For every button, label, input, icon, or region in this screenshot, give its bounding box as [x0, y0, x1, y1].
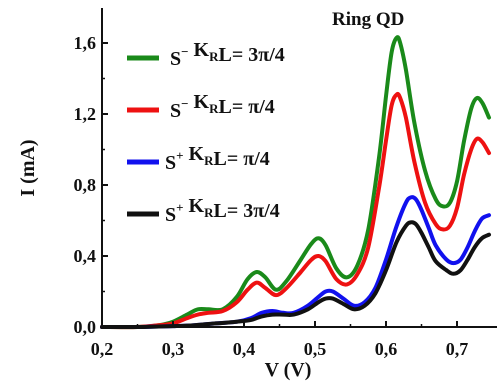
y-tick-label: 1,6 — [74, 33, 97, 53]
x-tick-label: 0,7 — [446, 339, 469, 359]
x-tick-label: 0,5 — [304, 339, 327, 359]
ticks: 0,2 0,3 0,4 0,5 0,6 0,7 0,0 0,4 0,8 1,2 1,6 — [74, 33, 469, 359]
series-line-2 — [100, 92, 491, 330]
series-line-1 — [100, 35, 491, 330]
annotation-ring-qd: Ring QD — [332, 9, 404, 30]
y-tick-label: 0,0 — [74, 317, 97, 337]
y-tick-label: 0,4 — [74, 246, 97, 266]
x-tick-label: 0,6 — [375, 339, 398, 359]
x-tick-label: 0,2 — [91, 339, 114, 359]
y-tick-label: 0,8 — [74, 175, 97, 195]
series-line-4 — [100, 220, 491, 330]
axes — [101, 8, 497, 328]
series-curves — [100, 35, 491, 330]
x-tick-label: 0,4 — [233, 339, 256, 359]
legend-label-4: S+ KRL= 3π/4 — [165, 195, 280, 226]
x-tick-label: 0,3 — [162, 339, 185, 359]
legend-label-1: S− KRL= 3π/4 — [170, 39, 285, 70]
y-axis-title: I (mA) — [17, 139, 39, 196]
legend-label-3: S+ KRL= π/4 — [165, 143, 270, 174]
legend-label-2: S− KRL= π/4 — [170, 91, 275, 122]
legend: S− KRL= 3π/4 S− KRL= π/4 S+ KRL= π/4 S+ KRL… — [127, 39, 285, 226]
y-tick-label: 1,2 — [74, 104, 97, 124]
x-axis-title: V (V) — [265, 359, 312, 381]
